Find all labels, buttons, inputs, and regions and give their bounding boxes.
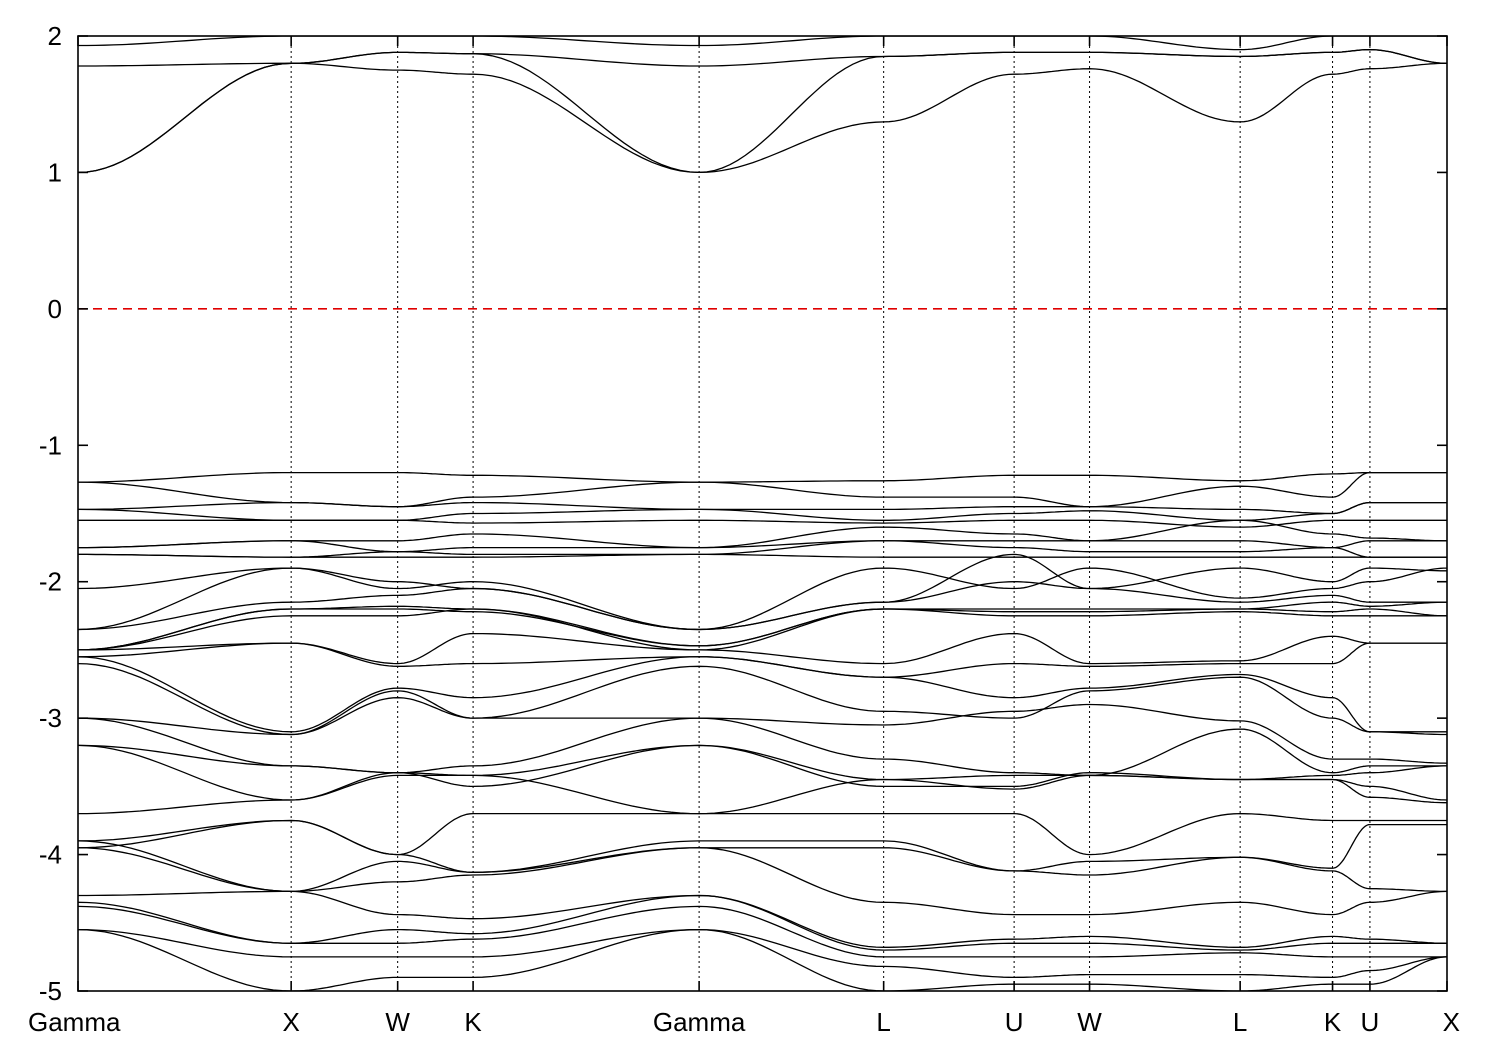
band-30 [78,819,1447,873]
band-25 [78,717,1447,777]
band-5 [78,471,1447,483]
y-tick-label: 0 [48,294,62,324]
band-22 [78,656,1447,733]
band-28 [78,774,1447,815]
band-20 [78,632,1447,665]
band-1 [78,62,1447,174]
y-axis-ticks: 2 1 0 -1 -2 -3 -4 -5 [39,21,1447,1006]
band-31 [78,847,1447,893]
x-tick-label: K [464,1007,482,1037]
band-36 [78,928,1447,979]
x-tick-label: W [1077,1007,1102,1037]
band-17 [78,601,1447,651]
band-24 [78,697,1447,764]
high-symmetry-lines [290,36,1371,991]
x-tick-label: Gamma [653,1007,746,1037]
band-18 [78,608,1447,651]
band-14 [78,567,1447,631]
x-tick-label: L [1233,1007,1247,1037]
band-16 [78,581,1447,631]
band-13 [78,553,1447,558]
band-15 [78,553,1447,631]
band-37 [78,928,1447,991]
x-tick-label: K [1324,1007,1342,1037]
band-27 [78,744,1447,801]
x-tick-label: X [1443,1007,1460,1037]
band-11 [78,540,1447,553]
x-tick-label: W [385,1007,410,1037]
band-3 [78,48,1447,67]
band-4 [78,36,1447,51]
x-tick-label: L [876,1007,890,1037]
band-12 [78,540,1447,558]
band-9 [78,519,1447,528]
x-tick-label: U [1005,1007,1024,1037]
band-2 [78,48,1447,174]
y-tick-label: -3 [39,703,62,733]
band-23 [78,662,1447,736]
band-35 [78,905,1447,958]
y-tick-label: 1 [48,157,62,187]
y-tick-label: -5 [39,976,62,1006]
y-tick-label: 2 [48,21,62,51]
band-32 [78,840,1447,916]
band-lines [78,36,1447,991]
x-tick-label: Gamma [28,1007,121,1037]
y-tick-label: -4 [39,840,62,870]
x-tick-label: X [282,1007,299,1037]
band-10 [78,519,1447,549]
x-tick-label: U [1361,1007,1380,1037]
band-6 [78,471,1447,508]
band-8 [78,501,1447,521]
band-34 [78,894,1447,951]
band-19 [78,608,1447,651]
y-tick-label: -2 [39,567,62,597]
band-33 [78,890,1447,948]
band-26 [78,744,1447,781]
x-axis-labels: Gamma X W K Gamma L U W L K U X [28,36,1460,1037]
y-tick-label: -1 [39,430,62,460]
band-21 [78,642,1447,678]
plot-frame [77,35,1448,992]
